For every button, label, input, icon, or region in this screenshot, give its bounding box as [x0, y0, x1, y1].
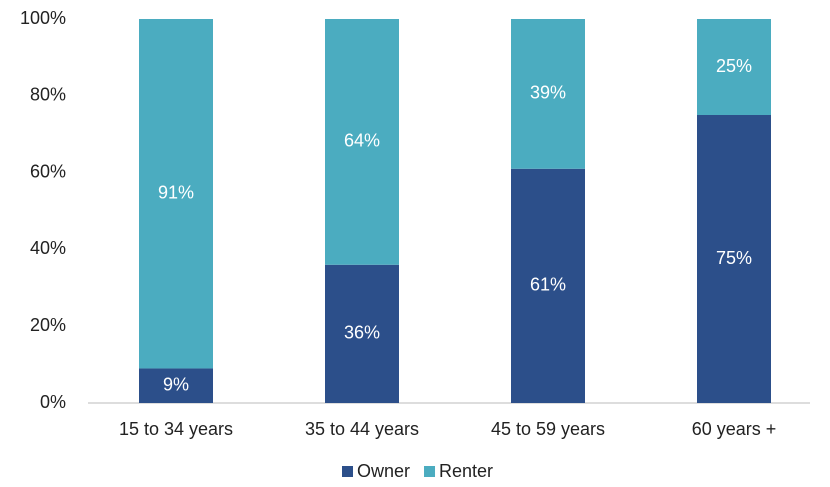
data-label: 39%: [530, 83, 566, 103]
data-label: 75%: [716, 248, 752, 268]
bar-segment: [139, 19, 213, 369]
x-tick-label: 15 to 34 years: [119, 419, 233, 439]
x-tick-label: 45 to 59 years: [491, 419, 605, 439]
bar-segment: [325, 19, 399, 265]
y-tick-label: 20%: [30, 315, 66, 335]
legend-swatch: [342, 466, 353, 477]
x-tick-label: 35 to 44 years: [305, 419, 419, 439]
data-label: 61%: [530, 275, 566, 295]
bar-segment: [697, 19, 771, 115]
data-label: 64%: [344, 131, 380, 151]
y-tick-label: 0%: [40, 392, 66, 412]
y-tick-label: 80%: [30, 85, 66, 105]
data-label: 36%: [344, 323, 380, 343]
data-label: 25%: [716, 56, 752, 76]
legend-swatch: [424, 466, 436, 477]
bar-segment: [511, 168, 585, 403]
y-tick-label: 40%: [30, 238, 66, 258]
legend-label: Renter: [439, 461, 493, 481]
data-label: 9%: [163, 374, 189, 394]
bar-segment: [139, 368, 213, 403]
legend-label: Owner: [357, 461, 410, 481]
y-tick-label: 100%: [20, 8, 66, 28]
x-tick-label: 60 years +: [692, 419, 777, 439]
bar-segment: [697, 115, 771, 403]
data-label: 91%: [158, 182, 194, 202]
bar-segment: [511, 19, 585, 169]
bar-segment: [325, 264, 399, 403]
y-tick-label: 60%: [30, 161, 66, 181]
